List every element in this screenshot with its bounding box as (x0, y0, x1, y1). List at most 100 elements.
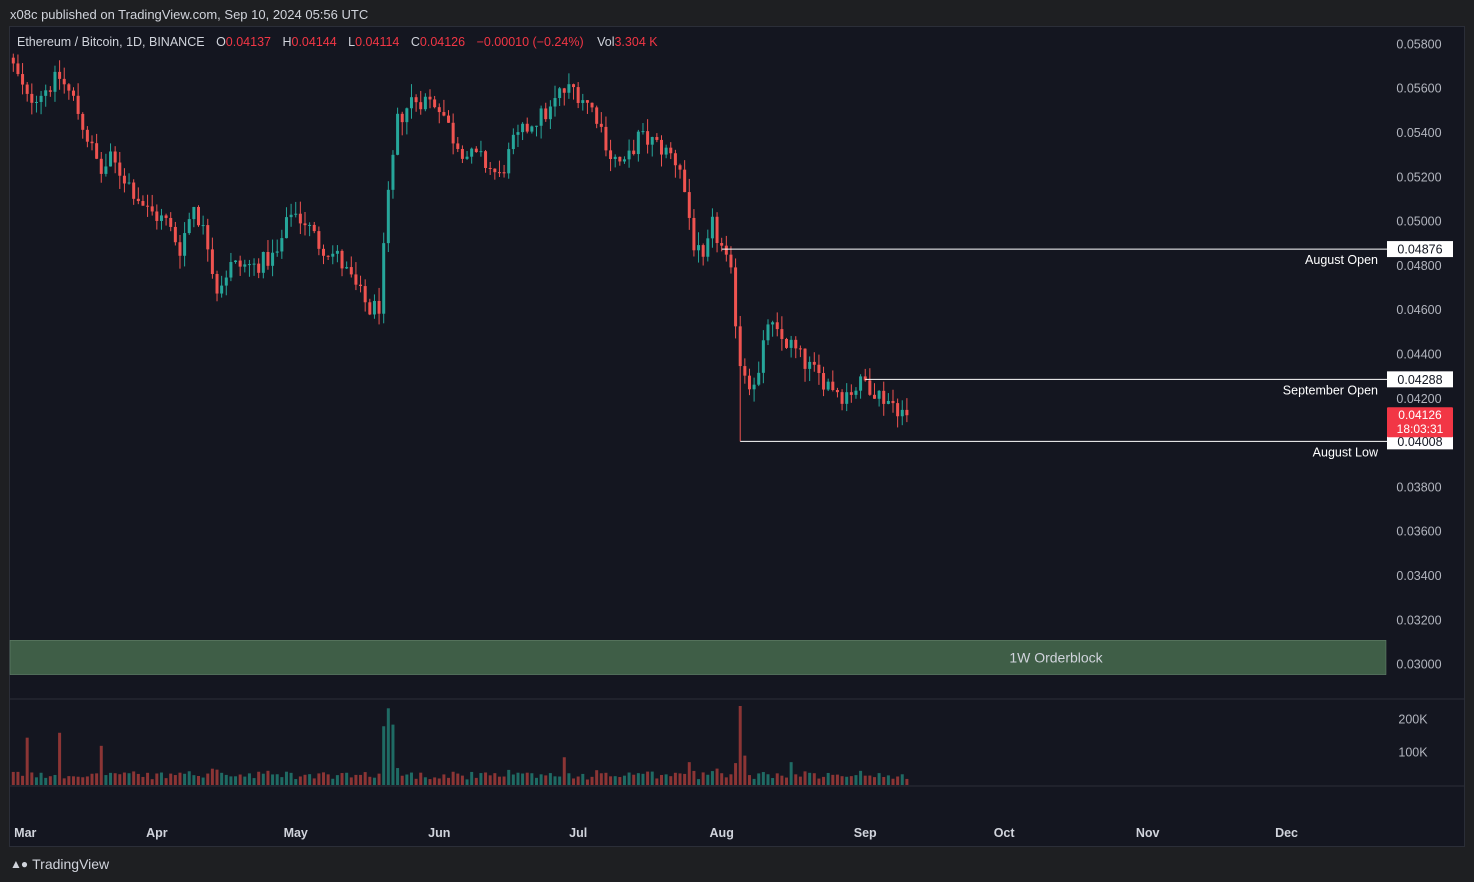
candle-body (581, 100, 585, 103)
volume-bar (891, 778, 895, 785)
volume-bar (164, 778, 168, 785)
chart-canvas[interactable]: 1W Orderblock 0.04876 August Open 0.04288 S… (9, 26, 1465, 847)
candle-body (164, 215, 168, 218)
volume-bar (567, 773, 571, 785)
volume-bar (456, 773, 460, 785)
candle-body (229, 262, 233, 278)
candle-body (48, 90, 52, 92)
volume-bar (266, 770, 270, 785)
candle-body (872, 394, 876, 399)
candle-body (641, 131, 645, 133)
chart-frame[interactable]: 1W Orderblock 0.04876 August Open 0.04288 S… (9, 26, 1465, 847)
volume-bar (400, 775, 404, 785)
volume-bar (780, 775, 784, 785)
volume-bar (835, 774, 839, 785)
horizontal-levels[interactable]: 0.04876 August Open 0.04288 September Open 0… (721, 241, 1453, 459)
candle-body (275, 251, 279, 253)
orderblock-zone[interactable] (9, 640, 1387, 675)
candle-body (882, 390, 886, 404)
volume-bar (900, 774, 904, 785)
volume-bar (243, 776, 247, 785)
candle-body (317, 231, 321, 249)
volume-bar (743, 755, 747, 785)
candle-body (372, 300, 376, 315)
volume-bar (502, 776, 506, 785)
candle-body (90, 141, 94, 144)
volume-bar (882, 776, 886, 785)
candle-body (650, 137, 654, 145)
volume-bar (71, 776, 75, 785)
candle-body (433, 99, 437, 108)
current-price-countdown: 18:03:31 (1397, 422, 1444, 436)
volume-bar (419, 772, 423, 785)
candle-body (382, 243, 386, 314)
volume-bar (284, 771, 288, 785)
volume-bar (354, 774, 358, 785)
candle-body (715, 216, 719, 244)
volume-bar (511, 774, 515, 785)
volume-bar (303, 774, 307, 785)
candle-body (183, 233, 187, 256)
volume-bar (146, 772, 150, 785)
candle-body (16, 63, 20, 75)
candle-body (354, 274, 358, 285)
volume-bar (572, 778, 576, 785)
volume-bar (789, 762, 793, 785)
volume-bar (118, 774, 122, 785)
time-axis[interactable]: Mar Apr May Jun Jul Aug Sep Oct Nov Dec (14, 826, 1298, 840)
candle-body (322, 248, 326, 256)
candle-body (785, 338, 789, 348)
volume-bar (576, 776, 580, 785)
volume-axis: 200K 100K (1398, 713, 1428, 760)
candle-body (706, 238, 710, 257)
tradingview-brand[interactable]: ▲● TradingView (10, 856, 109, 872)
candle-body (21, 74, 25, 85)
candle-body (25, 84, 29, 94)
volume-bar (613, 776, 617, 785)
time-tick-label: Jul (569, 826, 587, 840)
volume-bar (896, 776, 900, 785)
candle-body (30, 93, 34, 103)
volume-bar (872, 777, 876, 785)
candle-body (822, 373, 826, 390)
candle-body (99, 158, 103, 174)
volume-bar (275, 774, 279, 785)
legend-change: −0.00010 (−0.24%) (477, 35, 584, 49)
volume-bar (345, 772, 349, 785)
volume-bar (465, 779, 469, 785)
price-tick-label: 0.03200 (1396, 613, 1441, 627)
candle-body (44, 90, 48, 96)
candle-body (141, 201, 145, 206)
volume-bar (169, 773, 173, 785)
volume-tick-label: 200K (1398, 713, 1428, 727)
volume-bar (122, 772, 126, 785)
candle-body (132, 182, 136, 199)
volume-bar (868, 775, 872, 785)
candle-body (447, 115, 451, 123)
volume-bar (604, 772, 608, 785)
candle-body (766, 324, 770, 341)
candle-body (590, 102, 594, 108)
volume-bar (859, 770, 863, 785)
volume-bar (706, 774, 710, 785)
volume-bar (747, 775, 751, 785)
candle-body (252, 263, 256, 265)
candle-body (386, 189, 390, 244)
level-name: September Open (1283, 383, 1378, 397)
volume-bar (636, 773, 640, 785)
level-price-value: 0.04876 (1397, 243, 1442, 257)
time-tick-label: Dec (1275, 826, 1298, 840)
candle-body (159, 215, 163, 221)
candle-body (729, 254, 733, 268)
volume-bar (21, 775, 25, 785)
volume-bar (39, 772, 43, 785)
price-axis[interactable]: 0.05800 0.05600 0.05400 0.05200 0.05000 0.048… (1396, 37, 1441, 671)
volume-bar (738, 706, 742, 785)
candle-body (280, 238, 284, 252)
candle-body (692, 217, 696, 251)
time-tick-label: Apr (146, 826, 168, 840)
candle-body (178, 242, 182, 256)
volume-bar (715, 768, 719, 785)
candle-body (683, 169, 687, 193)
candle-body (738, 326, 742, 367)
